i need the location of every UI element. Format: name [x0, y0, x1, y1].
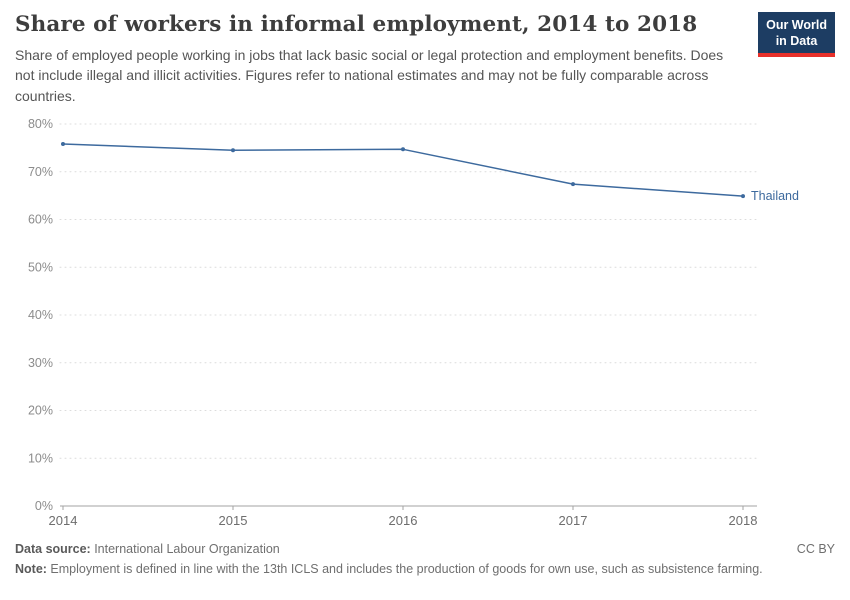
owid-logo: Our World in Data	[758, 12, 835, 57]
note-label: Note:	[15, 561, 47, 576]
y-axis-tick-label: 40%	[28, 308, 53, 322]
series-line-thailand	[62, 143, 744, 197]
y-axis-tick-label: 10%	[28, 451, 53, 465]
x-axis-tick-label: 2015	[219, 513, 248, 528]
y-axis-tick-label: 80%	[28, 117, 53, 131]
chart-header: Share of workers in informal employment,…	[15, 12, 835, 106]
series-point	[231, 148, 235, 153]
y-axis-tick-label: 30%	[28, 356, 53, 370]
y-axis-tick-label: 20%	[28, 403, 53, 417]
series-end-label: Thailand	[751, 189, 799, 203]
owid-logo-line1: Our World	[766, 18, 827, 32]
note-line: Note: Employment is defined in line with…	[15, 559, 775, 579]
chart-footer: Data source: International Labour Organi…	[15, 539, 835, 579]
chart-title: Share of workers in informal employment,…	[15, 12, 698, 37]
note-text: Employment is defined in line with the 1…	[46, 561, 763, 576]
data-source-text: International Labour Organization	[90, 541, 280, 556]
x-axis-tick-label: 2014	[49, 513, 78, 528]
x-axis-tick-label: 2018	[729, 513, 758, 528]
y-axis-tick-label: 50%	[28, 260, 53, 274]
owid-logo-line2: in Data	[775, 34, 818, 49]
series-point	[741, 193, 745, 198]
data-source-line: Data source: International Labour Organi…	[15, 539, 775, 559]
x-axis-tick-label: 2016	[389, 513, 418, 528]
line-chart-canvas: 0% 10% 20% 30% 40% 50% 60% 70% 80% 2014 2015 2016 20…	[28, 117, 799, 528]
license-badge: CC BY	[796, 541, 835, 556]
series-point	[571, 182, 575, 187]
x-axis-tick-label: 2017	[559, 513, 588, 528]
series-point	[401, 147, 405, 152]
data-source-label: Data source:	[15, 541, 91, 556]
y-axis-tick-label: 0%	[35, 499, 53, 513]
y-axis-tick-label: 60%	[28, 212, 53, 226]
series-point	[61, 141, 65, 146]
chart-area: 0% 10% 20% 30% 40% 50% 60% 70% 80% 2014 2015 2016 20…	[15, 110, 835, 539]
y-axis-tick-label: 70%	[28, 165, 53, 179]
chart-subtitle: Share of employed people working in jobs…	[15, 47, 724, 104]
